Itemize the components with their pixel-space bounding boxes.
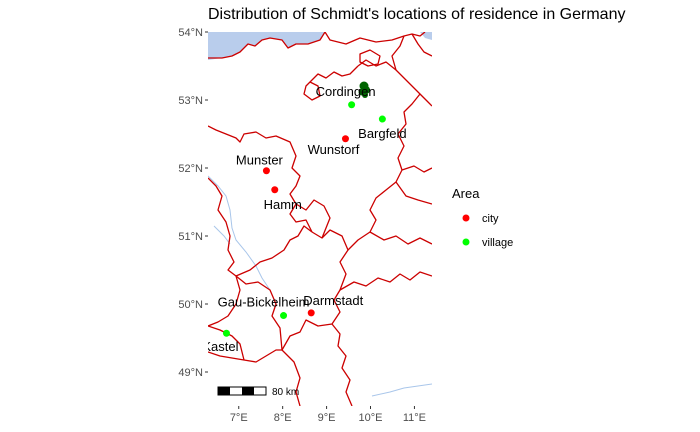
- legend-title: Area: [452, 186, 480, 201]
- label-hamm: Hamm: [264, 197, 302, 212]
- y-axis: 49°N 50°N 51°N 52°N 53°N 54°N: [178, 27, 208, 379]
- y-tick-label: 54°N: [178, 27, 203, 39]
- y-tick-label: 52°N: [178, 163, 203, 175]
- legend-label-village: village: [482, 237, 513, 249]
- point-cordingen: [348, 101, 356, 109]
- x-tick-label: 11°E: [403, 412, 426, 424]
- label-wunstorf: Wunstorf: [308, 142, 360, 157]
- point-munster: [262, 167, 270, 175]
- label-gau-bickelheim: Gau-Bickelheim: [218, 295, 310, 310]
- scale-bar-label: 80 km: [272, 387, 299, 398]
- y-tick-label: 49°N: [178, 367, 203, 379]
- label-cordingen: Cordingen: [316, 84, 376, 99]
- x-axis: 7°E 8°E 9°E 10°E 11°E: [230, 406, 426, 424]
- legend-label-city: city: [482, 213, 499, 225]
- y-tick-label: 50°N: [178, 299, 203, 311]
- dark-marker-cluster: [358, 81, 370, 98]
- state-borders: [208, 32, 432, 406]
- legend: Area city village: [452, 186, 513, 249]
- label-munster: Munster: [236, 153, 284, 168]
- x-tick-label: 7°E: [230, 412, 248, 424]
- point-kastel: [222, 329, 230, 337]
- x-tick-label: 9°E: [318, 412, 336, 424]
- point-bargfeld: [378, 115, 386, 123]
- points-layer: [222, 101, 386, 337]
- label-bargfeld: Bargfeld: [358, 126, 406, 141]
- rivers: [208, 175, 432, 397]
- x-tick-label: 10°E: [359, 412, 383, 424]
- scale-bar: 80 km: [217, 386, 299, 398]
- label-darmstadt: Darmstadt: [303, 293, 363, 308]
- chart-title: Distribution of Schmidt's locations of r…: [208, 6, 626, 23]
- y-tick-label: 53°N: [178, 95, 203, 107]
- legend-swatch-city: [462, 214, 470, 222]
- legend-swatch-village: [462, 238, 470, 246]
- label-kastel: Kastel: [202, 339, 238, 354]
- point-hamm: [271, 186, 279, 194]
- point-wunstorf: [341, 135, 349, 143]
- point-gau-bickelheim: [280, 312, 288, 320]
- x-tick-label: 8°E: [274, 412, 292, 424]
- point-darmstadt: [307, 309, 315, 317]
- y-tick-label: 51°N: [178, 231, 203, 243]
